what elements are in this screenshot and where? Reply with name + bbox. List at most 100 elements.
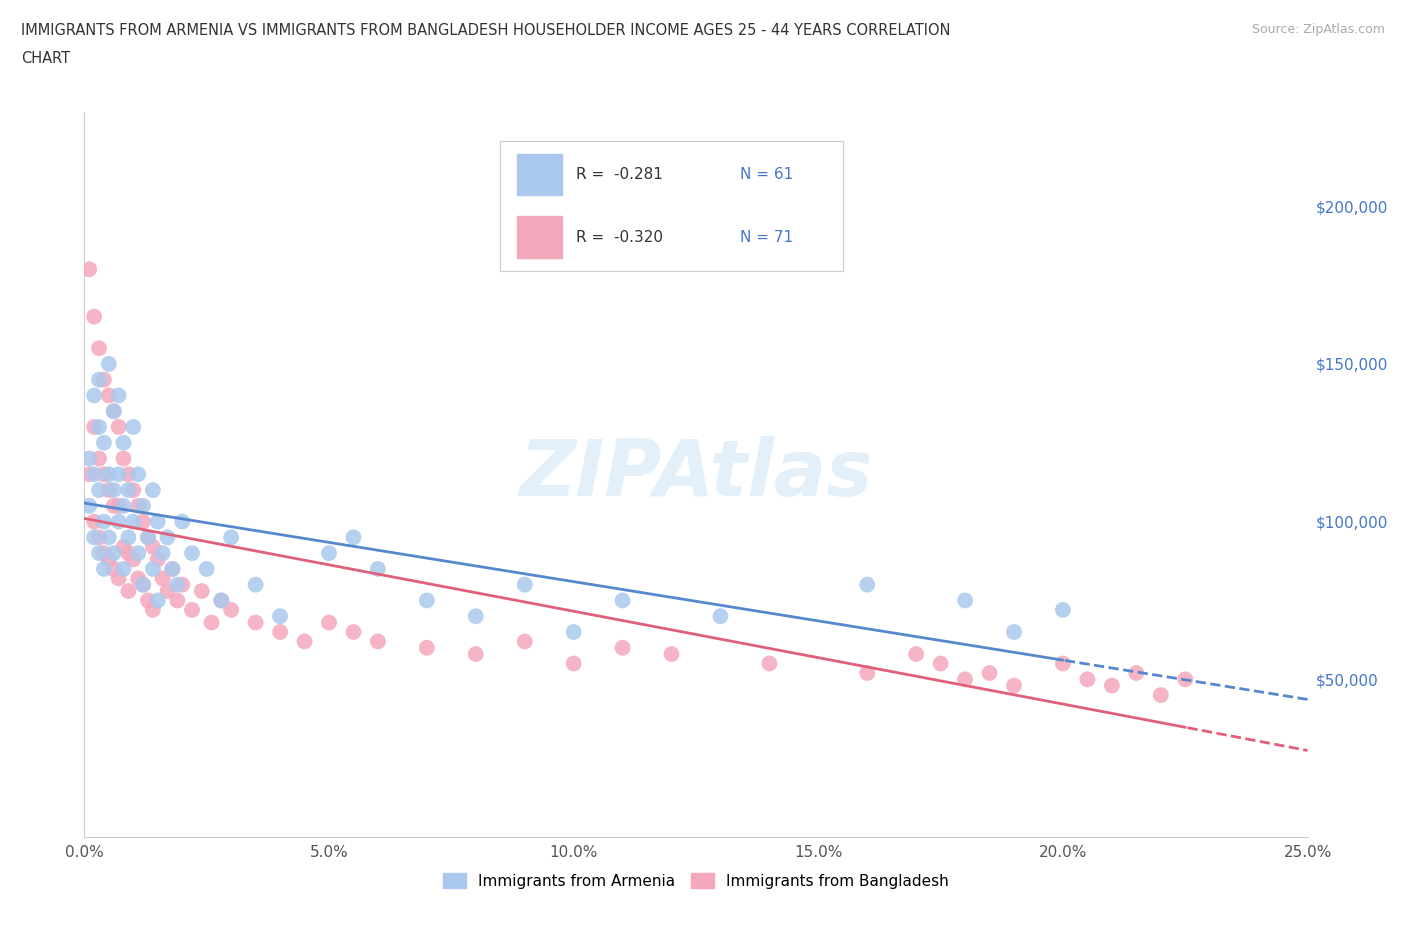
Point [219,603,242,618]
Point [87,372,110,387]
Text: CHART: CHART [21,51,70,66]
Point [953,593,976,608]
Point [87,451,110,466]
Point [181,546,204,561]
Point [83,514,105,529]
Point [1002,625,1025,640]
Point [122,514,145,529]
Point [146,593,169,608]
Point [269,609,291,624]
Point [83,388,105,403]
Point [122,552,145,567]
Point [103,483,125,498]
Point [209,593,232,608]
Point [83,530,105,545]
Point [136,530,159,545]
Point [464,609,486,624]
Point [132,578,155,592]
Point [122,483,145,498]
Point [979,666,1001,681]
Point [107,467,129,482]
Point [162,562,184,577]
Point [122,419,145,434]
Point [181,603,204,618]
Point [562,625,585,640]
Point [1125,666,1147,681]
Point [953,671,976,686]
Point [112,539,135,554]
Point [103,546,125,561]
Point [929,656,952,671]
Point [112,498,135,513]
Point [166,593,188,608]
Point [342,625,364,640]
Point [117,467,139,482]
Point [156,530,179,545]
Point [245,615,267,630]
Point [87,546,110,561]
Point [107,498,129,513]
Point [146,514,169,529]
Point [97,483,120,498]
Point [93,372,115,387]
Point [93,435,115,450]
Point [97,356,120,371]
Point [97,530,120,545]
Point [103,404,125,418]
Point [142,603,165,618]
Point [77,451,100,466]
Point [367,562,389,577]
Point [103,498,125,513]
Point [661,646,683,661]
Point [112,435,135,450]
Point [132,578,155,592]
Point [562,656,585,671]
Point [117,530,139,545]
Point [77,262,100,277]
Point [103,562,125,577]
Point [112,562,135,577]
Point [172,578,194,592]
Point [856,578,879,592]
Text: IMMIGRANTS FROM ARMENIA VS IMMIGRANTS FROM BANGLADESH HOUSEHOLDER INCOME AGES 25: IMMIGRANTS FROM ARMENIA VS IMMIGRANTS FR… [21,23,950,38]
Point [416,641,439,656]
Point [103,404,125,418]
Point [318,615,340,630]
Point [416,593,439,608]
Point [87,483,110,498]
Point [93,562,115,577]
Point [136,593,159,608]
Point [209,593,232,608]
Point [195,562,218,577]
Point [136,530,159,545]
Point [87,530,110,545]
Point [367,634,389,649]
Point [107,419,129,434]
Point [152,571,174,586]
Point [905,646,928,661]
Point [77,467,100,482]
Point [127,498,149,513]
Point [117,483,139,498]
Point [758,656,780,671]
Point [142,539,165,554]
Point [464,646,486,661]
Point [294,634,316,649]
Point [612,641,634,656]
Point [112,451,135,466]
Point [513,578,536,592]
Point [318,546,340,561]
Point [191,583,214,598]
Point [97,388,120,403]
Point [269,625,291,640]
Point [172,514,194,529]
Point [127,546,149,561]
Point [1052,603,1074,618]
Point [93,546,115,561]
Point [93,514,115,529]
Point [87,340,110,355]
Point [97,467,120,482]
Point [77,498,100,513]
Point [83,419,105,434]
Point [342,530,364,545]
